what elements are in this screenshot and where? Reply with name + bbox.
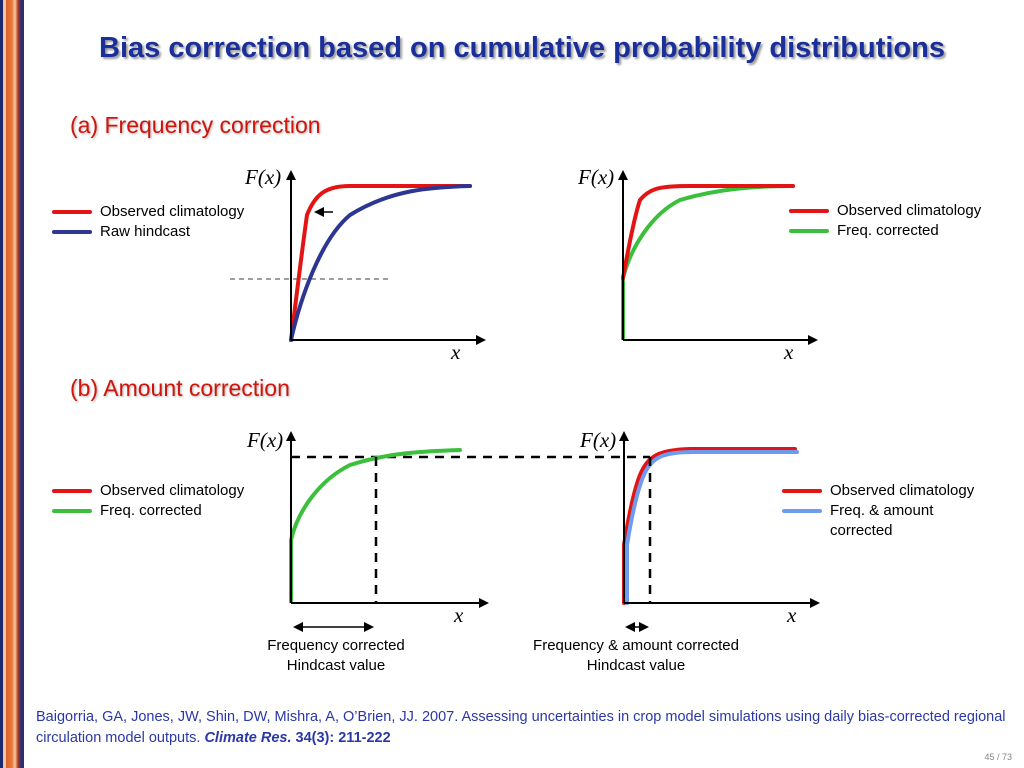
panel-b1: F(x) x bbox=[246, 428, 489, 632]
panel-a2-observed-curve bbox=[621, 184, 795, 280]
legend-b2-freq-amount-cont: corrected bbox=[782, 521, 974, 541]
panel-b1-y-label: F(x) bbox=[246, 428, 283, 452]
panel-b2-freq-amount-curve bbox=[625, 450, 799, 605]
panel-b2-y-label: F(x) bbox=[579, 428, 616, 452]
caption-line: Hindcast value bbox=[286, 657, 386, 674]
slide-title: Bias correction based on cumulative prob… bbox=[99, 32, 945, 64]
legend-label: Observed climatology bbox=[837, 202, 982, 219]
section-a-heading: (a) Frequency correction bbox=[70, 112, 321, 138]
legend-swatch bbox=[52, 230, 92, 234]
legend-a1-observed: Observed climatology bbox=[52, 202, 244, 222]
legend-a1: Observed climatology Raw hindcast bbox=[52, 202, 244, 242]
slide-left-border bbox=[0, 0, 24, 768]
legend-b1-observed: Observed climatology bbox=[52, 481, 244, 501]
caption-b2: Frequency & amount corrected Hindcast va… bbox=[506, 636, 766, 676]
caption-line: Hindcast value bbox=[586, 657, 686, 674]
legend-label: Freq. corrected bbox=[837, 222, 939, 239]
reference-volume: 34(3): 211-222 bbox=[295, 730, 391, 746]
legend-label: Raw hindcast bbox=[100, 223, 191, 240]
legend-swatch bbox=[52, 210, 92, 214]
panel-a1-x-label: x bbox=[450, 340, 461, 364]
reference-journal: Climate Res. bbox=[204, 730, 292, 746]
caption-line: Frequency & amount corrected bbox=[533, 637, 739, 654]
panel-a1: F(x) x bbox=[230, 165, 486, 364]
legend-swatch bbox=[782, 509, 822, 513]
panel-b2-observed-curve bbox=[622, 447, 797, 605]
slide-number: 45 / 73 bbox=[984, 752, 1012, 762]
legend-swatch bbox=[52, 489, 92, 493]
panel-a1-observed-curve bbox=[289, 184, 472, 342]
legend-a1-raw-hindcast: Raw hindcast bbox=[52, 222, 244, 242]
caption-b1: Frequency corrected Hindcast value bbox=[236, 636, 436, 676]
legend-a2: Observed climatology Freq. corrected bbox=[789, 201, 981, 241]
legend-b2: Observed climatology Freq. & amount corr… bbox=[782, 481, 974, 541]
panel-a2-freq-corrected-curve bbox=[621, 184, 795, 280]
panel-a2: F(x) x bbox=[577, 165, 818, 364]
panel-b2-x-label: x bbox=[786, 603, 797, 627]
legend-label: Observed climatology bbox=[830, 482, 975, 499]
legend-label: Observed climatology bbox=[100, 482, 245, 499]
panel-b2: F(x) x bbox=[579, 428, 820, 632]
caption-line: Frequency corrected bbox=[267, 637, 405, 654]
legend-swatch-spacer bbox=[782, 529, 822, 533]
legend-b1: Observed climatology Freq. corrected bbox=[52, 481, 244, 521]
legend-label: Freq. corrected bbox=[100, 502, 202, 519]
panel-a1-raw-hindcast-curve bbox=[289, 184, 472, 342]
panel-b1-x-label: x bbox=[453, 603, 464, 627]
legend-b2-freq-amount: Freq. & amount bbox=[782, 501, 974, 521]
panel-a1-y-label: F(x) bbox=[244, 165, 281, 189]
legend-swatch bbox=[782, 489, 822, 493]
reference-text: Baigorria, GA, Jones, JW, Shin, DW, Mish… bbox=[36, 709, 1006, 746]
legend-b1-freq-corrected: Freq. corrected bbox=[52, 501, 244, 521]
legend-label: Observed climatology bbox=[100, 203, 245, 220]
legend-a2-observed: Observed climatology bbox=[789, 201, 981, 221]
legend-swatch bbox=[52, 509, 92, 513]
legend-b2-observed: Observed climatology bbox=[782, 481, 974, 501]
panel-a2-x-label: x bbox=[783, 340, 794, 364]
reference-citation: Baigorria, GA, Jones, JW, Shin, DW, Mish… bbox=[36, 707, 1011, 749]
section-b-heading: (b) Amount correction bbox=[70, 375, 290, 401]
panel-b1-freq-corrected-curve bbox=[289, 448, 462, 542]
legend-a2-freq-corrected: Freq. corrected bbox=[789, 221, 981, 241]
legend-swatch bbox=[789, 229, 829, 233]
legend-label: corrected bbox=[830, 522, 893, 539]
legend-label: Freq. & amount bbox=[830, 502, 934, 519]
panel-a2-y-label: F(x) bbox=[577, 165, 614, 189]
legend-swatch bbox=[789, 209, 829, 213]
